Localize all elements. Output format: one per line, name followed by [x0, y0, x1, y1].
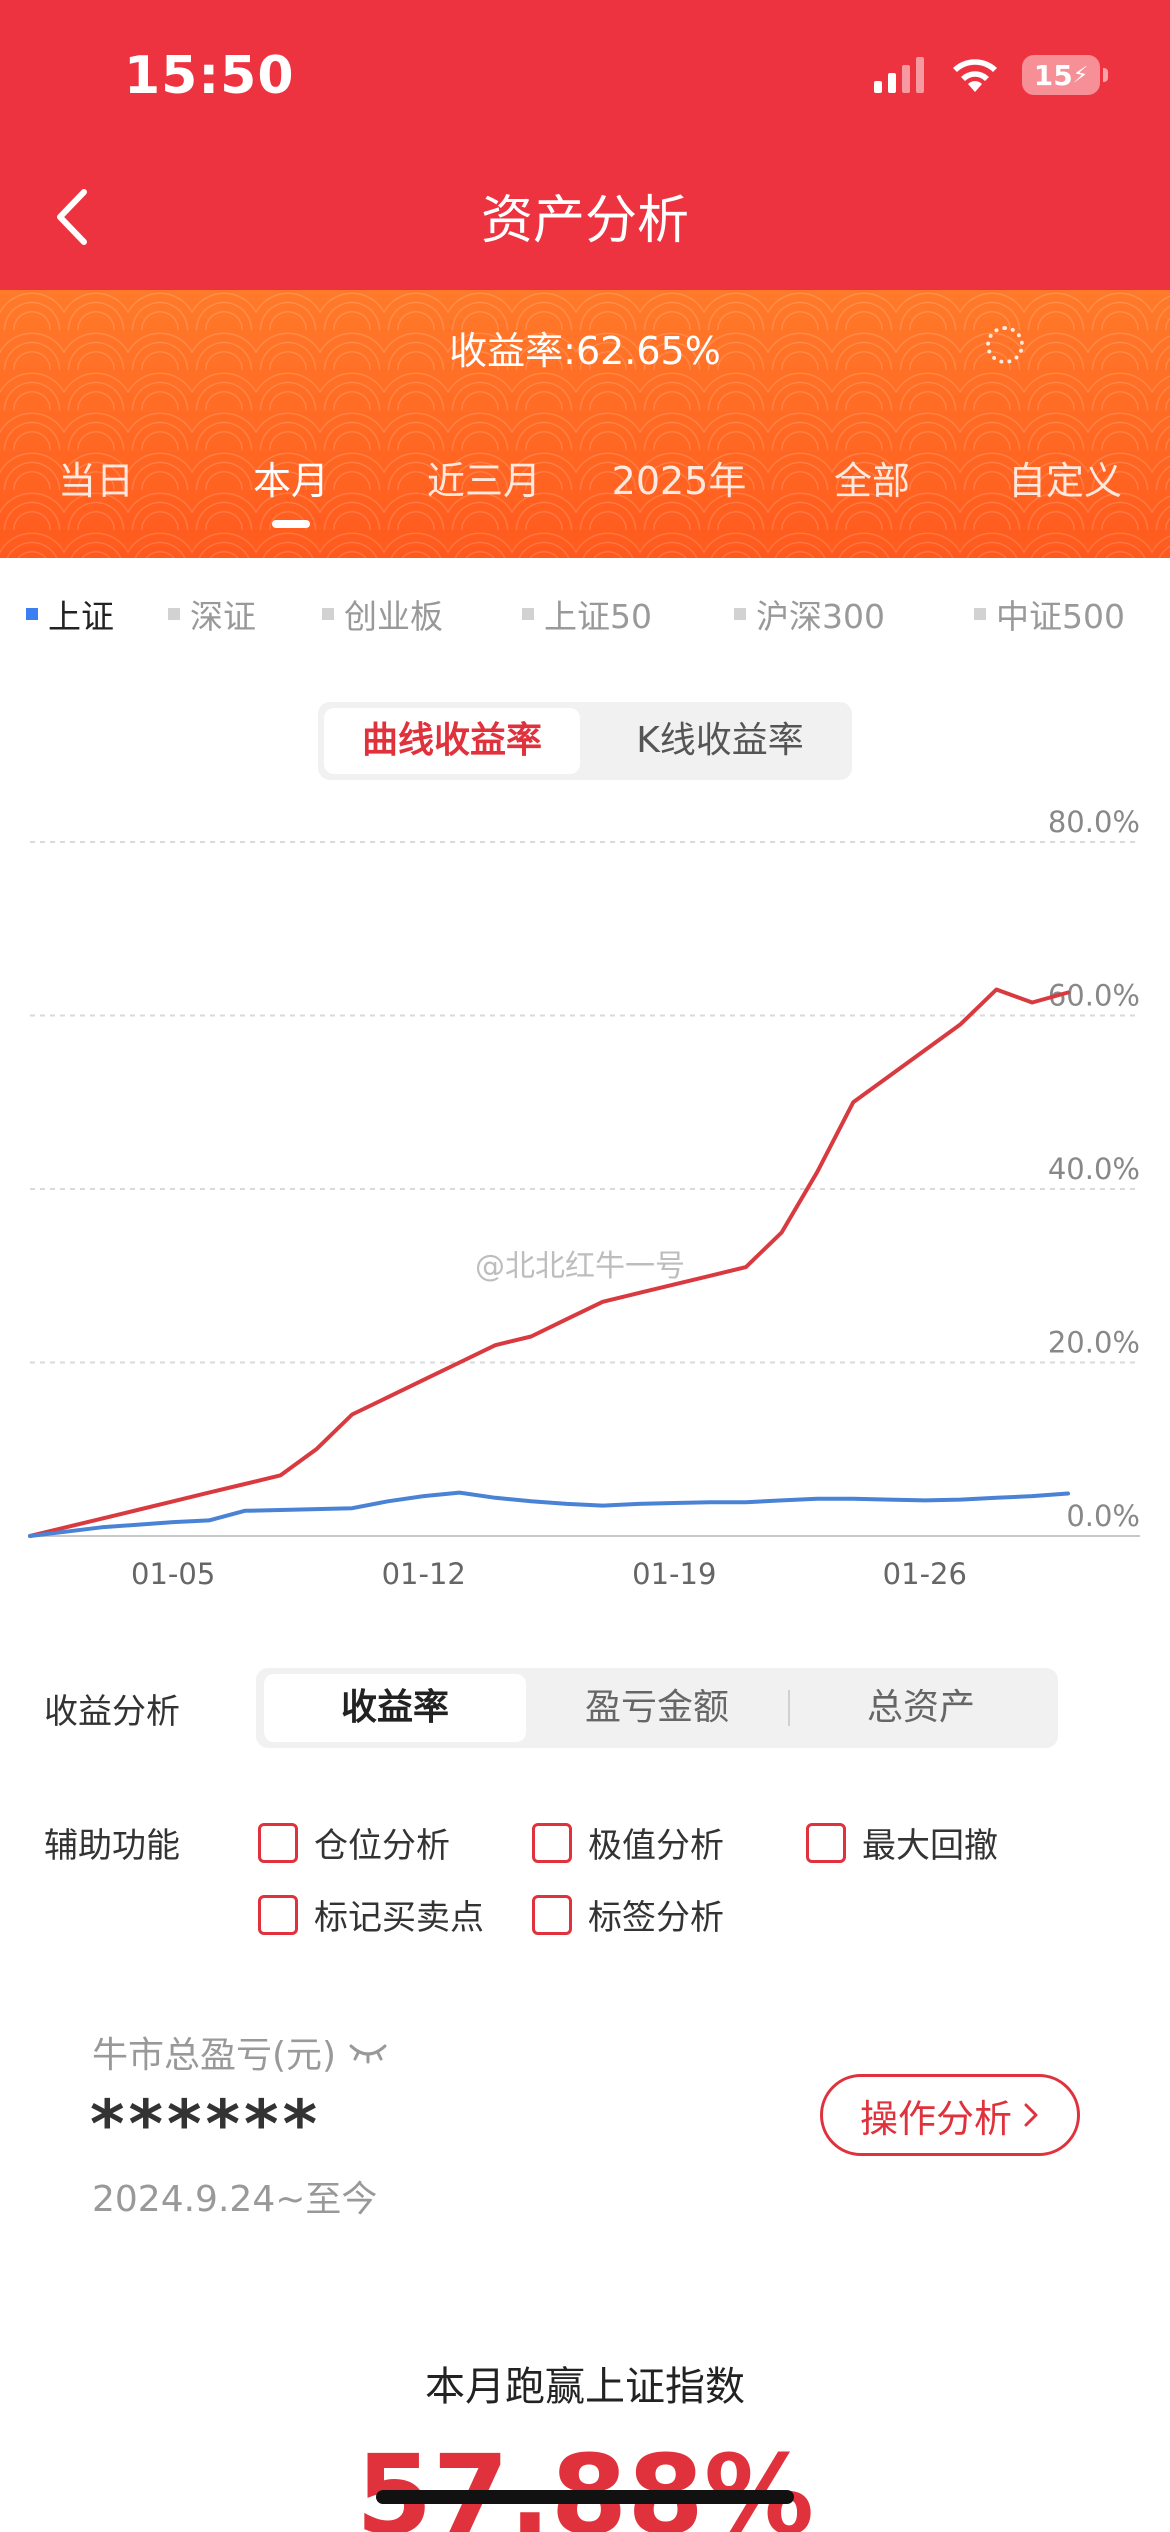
- x-tick-label: 01-12: [382, 1557, 466, 1591]
- tab-custom[interactable]: 自定义: [1007, 459, 1122, 503]
- index-label: 上证: [48, 597, 114, 636]
- index-label: 中证500: [996, 597, 1125, 636]
- divider: [788, 1690, 790, 1726]
- bull-market-pl-value: ******: [90, 2086, 322, 2163]
- battery-icon: 15 ⚡: [1022, 55, 1108, 95]
- watermark-label: @北北红牛一号: [475, 1249, 685, 1284]
- chevron-right-icon: [1024, 2103, 1038, 2127]
- op-button-label: 操作分析: [859, 2096, 1012, 2141]
- x-tick-label: 01-26: [883, 1557, 967, 1591]
- position-analysis-checkbox[interactable]: 仓位分析: [258, 1818, 450, 1867]
- checkbox-label: 最大回撤: [862, 1826, 998, 1866]
- checkbox-label: 标记买卖点: [314, 1898, 484, 1938]
- tab-three-months[interactable]: 近三月: [426, 459, 541, 503]
- chevron-left-icon[interactable]: [48, 182, 98, 252]
- x-tick-label: 01-05: [131, 1557, 215, 1591]
- index-csi500[interactable]: 中证500: [974, 590, 1125, 638]
- status-time: 15:50: [124, 46, 295, 106]
- active-tab-indicator: [272, 520, 310, 528]
- checkbox-icon: [806, 1822, 846, 1863]
- aux-label: 辅助功能: [44, 1826, 180, 1866]
- beat-index-value: 57.88%: [355, 2431, 815, 2532]
- tab-year-2025[interactable]: 2025年: [611, 459, 747, 503]
- checkbox-label: 标签分析: [588, 1898, 724, 1938]
- legend-square-icon: [734, 608, 746, 620]
- profit-amount-button[interactable]: 盈亏金额: [584, 1687, 729, 1728]
- index-label: 深证: [190, 597, 256, 636]
- y-tick-label: 20.0%: [1048, 1326, 1140, 1360]
- legend-square-icon: [522, 608, 534, 620]
- index-shenzhen[interactable]: 深证: [168, 590, 256, 638]
- eye-closed-icon[interactable]: [348, 2040, 388, 2064]
- index-label: 沪深300: [756, 597, 885, 636]
- pl-title-text: 牛市总盈亏(元): [92, 2035, 337, 2076]
- cellular-signal-icon: [874, 57, 924, 93]
- index-chinext[interactable]: 创业板: [322, 590, 443, 638]
- extreme-analysis-checkbox[interactable]: 极值分析: [532, 1818, 724, 1867]
- analysis-toggle: 收益率 盈亏金额 总资产: [256, 1668, 1058, 1748]
- legend-square-icon: [26, 608, 38, 620]
- app-header: 15:50 15 ⚡ 资产分析: [0, 0, 1170, 290]
- index-return-line: [28, 1490, 1070, 1538]
- tab-today[interactable]: 当日: [57, 459, 134, 503]
- total-assets-button[interactable]: 总资产: [866, 1687, 975, 1728]
- analysis-label: 收益分析: [44, 1692, 180, 1732]
- page-title: 资产分析: [480, 191, 689, 251]
- checkbox-label: 极值分析: [588, 1826, 724, 1866]
- index-sse50[interactable]: 上证50: [522, 590, 652, 638]
- y-tick-label: 40.0%: [1048, 1152, 1140, 1186]
- return-rate-button[interactable]: 收益率: [264, 1674, 526, 1742]
- beat-index-title: 本月跑赢上证指数: [425, 2364, 745, 2410]
- index-selector: 上证 深证 创业板 上证50 沪深300 中证500: [0, 590, 1170, 646]
- index-shanghai[interactable]: 上证: [26, 590, 114, 638]
- legend-square-icon: [322, 608, 334, 620]
- checkbox-icon: [258, 1894, 298, 1935]
- x-tick-label: 01-19: [632, 1557, 716, 1591]
- y-tick-label: 0.0%: [1066, 1499, 1140, 1533]
- max-drawdown-checkbox[interactable]: 最大回撤: [806, 1818, 998, 1867]
- index-csi300[interactable]: 沪深300: [734, 590, 885, 638]
- return-banner: 收益率:62.65% 当日 本月 近三月 2025年 全部 自定义: [0, 290, 1170, 558]
- kline-return-button[interactable]: K线收益率: [636, 720, 804, 761]
- tab-this-month[interactable]: 本月: [252, 459, 329, 503]
- wave-pattern: [0, 290, 1170, 558]
- index-label: 上证50: [544, 597, 652, 636]
- chart-type-toggle: 曲线收益率 K线收益率: [318, 702, 852, 780]
- checkbox-icon: [258, 1822, 298, 1863]
- checkbox-icon: [532, 1894, 572, 1935]
- curve-return-button[interactable]: 曲线收益率: [324, 708, 580, 774]
- return-rate: 收益率:62.65%: [449, 329, 721, 373]
- mark-trades-checkbox[interactable]: 标记买卖点: [258, 1890, 484, 1939]
- operation-analysis-button[interactable]: 操作分析: [820, 2074, 1080, 2156]
- checkbox-label: 仓位分析: [314, 1826, 450, 1866]
- battery-level: 15: [1033, 58, 1073, 92]
- index-label: 创业板: [344, 597, 443, 636]
- checkbox-icon: [532, 1822, 572, 1863]
- period-tabs: 当日 本月 近三月 2025年 全部 自定义: [0, 450, 1170, 520]
- bull-market-pl-title: 牛市总盈亏(元): [92, 2026, 388, 2078]
- tab-all[interactable]: 全部: [833, 459, 910, 503]
- y-tick-label: 80.0%: [1048, 805, 1140, 839]
- status-icons: 15 ⚡: [872, 55, 1108, 95]
- wifi-icon: [953, 59, 997, 92]
- home-indicator[interactable]: [376, 2490, 794, 2504]
- bull-market-date-range: 2024.9.24~至今: [92, 2179, 378, 2220]
- legend-square-icon: [974, 608, 986, 620]
- tag-analysis-checkbox[interactable]: 标签分析: [532, 1890, 724, 1939]
- loading-spinner-icon: [986, 326, 1024, 364]
- legend-square-icon: [168, 608, 180, 620]
- portfolio-return-line: [28, 987, 1070, 1538]
